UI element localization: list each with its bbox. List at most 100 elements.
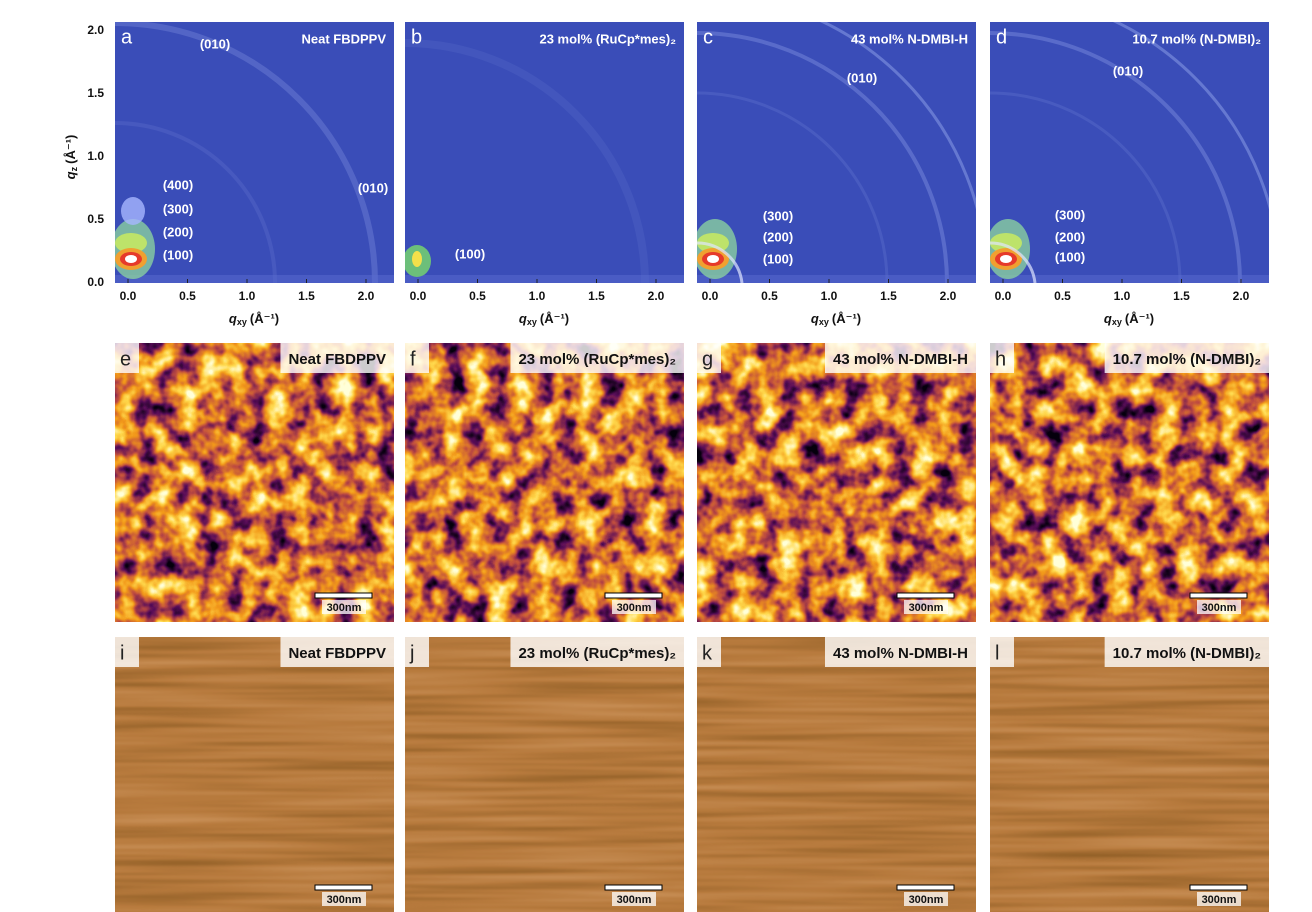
x-axis-label: qxy(Å⁻¹)	[229, 311, 279, 327]
x-tick-label: 1.5	[880, 289, 897, 303]
y-tick-label: 1.0	[87, 149, 104, 163]
x-axis-label: qxy(Å⁻¹)	[1104, 311, 1154, 327]
panel-title: Neat FBDPPV	[301, 31, 386, 46]
axis-unit: (Å⁻¹)	[832, 311, 861, 326]
peak-label: (100)	[1055, 249, 1085, 264]
axis-subscript: xy	[1112, 317, 1122, 327]
panel-letter: l	[995, 642, 999, 664]
y-tick-label: 0.5	[87, 212, 104, 226]
axis-unit: (Å⁻¹)	[63, 135, 78, 164]
horizon	[405, 275, 684, 283]
x-tick-label: 0.0	[995, 289, 1012, 303]
peak-label: (100)	[763, 251, 793, 266]
scale-bar	[315, 885, 372, 890]
scale-bar	[605, 593, 662, 598]
peak-label: (200)	[163, 224, 193, 239]
afm-image	[405, 637, 684, 912]
axis-symbol: q	[519, 311, 527, 326]
x-tick-label: 1.0	[1114, 289, 1131, 303]
label-box	[115, 637, 139, 667]
afm-image	[697, 637, 976, 912]
x-tick-label: 1.5	[1173, 289, 1190, 303]
panel-title: 43 mol% N-DMBI-H	[833, 645, 968, 662]
scale-bar	[605, 885, 662, 890]
scale-bar	[315, 593, 372, 598]
scale-bar-label: 300nm	[617, 602, 652, 614]
scale-bar-label: 300nm	[617, 894, 652, 906]
y-tick-label: 0.0	[87, 275, 104, 289]
axis-unit: (Å⁻¹)	[250, 311, 279, 326]
peak-label: (300)	[163, 201, 193, 216]
x-tick-label: 1.5	[298, 289, 315, 303]
scale-bar-label: 300nm	[1202, 602, 1237, 614]
peak-label: (200)	[1055, 229, 1085, 244]
x-tick-label: 1.0	[529, 289, 546, 303]
x-tick-label: 0.0	[410, 289, 427, 303]
axis-subscript: xy	[527, 317, 537, 327]
panel-title: 10.7 mol% (N-DMBI)₂	[1132, 31, 1261, 46]
panel-letter: d	[996, 26, 1007, 48]
peak-blob	[707, 255, 719, 263]
scale-bar	[1190, 593, 1247, 598]
peak-blob	[1000, 255, 1012, 263]
scale-bar-label: 300nm	[327, 602, 362, 614]
axis-unit: (Å⁻¹)	[1125, 311, 1154, 326]
x-tick-label: 2.0	[648, 289, 665, 303]
peak-label: (010)	[1113, 63, 1143, 78]
x-tick-label: 0.0	[120, 289, 137, 303]
panel-letter: h	[995, 348, 1006, 370]
panel-letter: e	[120, 348, 131, 370]
panel-title: Neat FBDPPV	[288, 645, 386, 662]
scale-bar-label: 300nm	[327, 894, 362, 906]
scale-bar-label: 300nm	[909, 602, 944, 614]
panel-title: 43 mol% N-DMBI-H	[833, 351, 968, 368]
scale-bar	[897, 593, 954, 598]
peak-label: (010)	[200, 36, 230, 51]
x-tick-label: 1.0	[821, 289, 838, 303]
horizon	[990, 275, 1269, 283]
horizon	[697, 275, 976, 283]
horizon	[115, 275, 394, 283]
afm-image	[115, 637, 394, 912]
x-tick-label: 2.0	[358, 289, 375, 303]
peak-blob	[412, 251, 422, 267]
panel-title: Neat FBDPPV	[288, 351, 386, 368]
x-axis-label: qxy(Å⁻¹)	[811, 311, 861, 327]
x-tick-label: 0.5	[761, 289, 778, 303]
x-tick-label: 0.5	[469, 289, 486, 303]
axis-symbol: q	[811, 311, 819, 326]
panel-letter: b	[411, 26, 422, 48]
panel-title: 23 mol% (RuCp*mes)₂	[518, 645, 676, 662]
panel-letter: f	[410, 348, 416, 370]
x-tick-label: 0.5	[1054, 289, 1071, 303]
peak-label: (010)	[358, 180, 388, 195]
afm-panel: iNeat FBDPPV300nm	[115, 637, 394, 912]
axis-symbol: q	[63, 171, 78, 179]
panel-letter: a	[121, 26, 133, 48]
scale-bar	[897, 885, 954, 890]
afm-image	[697, 343, 976, 622]
afm-image	[990, 637, 1269, 912]
x-tick-label: 2.0	[940, 289, 957, 303]
x-axis-label: qxy(Å⁻¹)	[519, 311, 569, 327]
panel-letter: j	[409, 642, 414, 664]
afm-image	[115, 343, 394, 622]
y-tick-label: 2.0	[87, 23, 104, 37]
peak-label: (010)	[847, 70, 877, 85]
panel-letter: c	[703, 26, 713, 48]
panel-letter: g	[702, 348, 713, 370]
y-tick-label: 1.5	[87, 86, 104, 100]
axis-subscript: z	[69, 166, 79, 171]
panel-title: 23 mol% (RuCp*mes)₂	[539, 31, 676, 46]
peak-label: (100)	[455, 246, 485, 261]
scale-bar-label: 300nm	[1202, 894, 1237, 906]
scale-bar-label: 300nm	[909, 894, 944, 906]
peak-label: (200)	[763, 229, 793, 244]
afm-panel: e Neat FBDPPV 300nm	[115, 343, 394, 622]
label-box	[405, 343, 429, 373]
scale-bar	[1190, 885, 1247, 890]
x-tick-label: 1.5	[588, 289, 605, 303]
